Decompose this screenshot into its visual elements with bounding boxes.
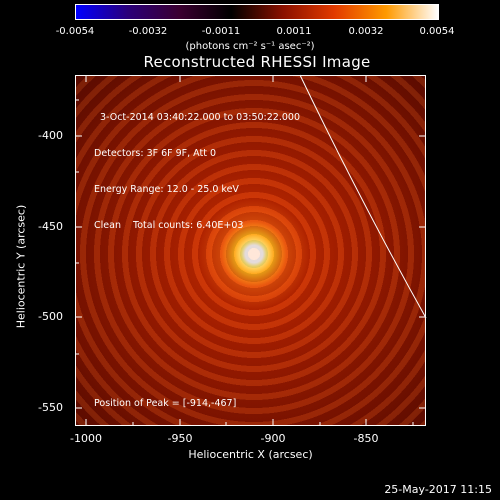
y-tick-label: -550 xyxy=(38,401,63,414)
y-tick-label: -450 xyxy=(38,220,63,233)
colorbar-tick: -0.0032 xyxy=(128,26,168,37)
solar-image xyxy=(75,75,426,426)
colorbar-tick: -0.0054 xyxy=(55,26,95,37)
y-tick-label: -500 xyxy=(38,310,63,323)
x-axis-label: Heliocentric X (arcsec) xyxy=(188,448,313,461)
colorbar-tick: 0.0054 xyxy=(419,26,455,37)
x-tick-label: -900 xyxy=(260,432,286,445)
clean-artifact-pattern xyxy=(76,76,425,425)
time-range-text: 3-Oct-2014 03:40:22.000 to 03:50:22.000 xyxy=(100,112,301,123)
colorbar-units: (photons cm⁻² s⁻¹ asec⁻²) xyxy=(185,41,315,52)
colorbar-tick: 0.0032 xyxy=(348,26,384,37)
peak-position-text: Position of Peak = [-914,-467] xyxy=(94,398,237,409)
colorbar-tick: 0.0011 xyxy=(276,26,312,37)
hxr-intensity-map xyxy=(76,76,425,425)
y-tick-label: -400 xyxy=(38,129,63,142)
x-tick-label: -850 xyxy=(353,432,379,445)
plot-title: Reconstructed RHESSI Image xyxy=(143,53,371,71)
footer-date: 25-May-2017 11:15 xyxy=(384,483,492,496)
clean-counts-text: Clean Total counts: 6.40E+03 xyxy=(94,220,244,231)
y-axis-ticks xyxy=(75,99,426,409)
energy-range-text: Energy Range: 12.0 - 25.0 keV xyxy=(94,184,239,195)
x-axis-ticks xyxy=(85,75,414,426)
y-axis-label: Heliocentric Y (arcsec) xyxy=(14,204,28,329)
colorbar xyxy=(75,4,439,20)
colorbar-tick: -0.0011 xyxy=(201,26,241,37)
x-tick-label: -1000 xyxy=(70,432,102,445)
solar-limb-line xyxy=(299,74,427,319)
detectors-text: Detectors: 3F 6F 9F, Att 0 xyxy=(94,148,217,159)
x-tick-label: -950 xyxy=(167,432,193,445)
observation-info: 3-Oct-2014 03:40:22.000 to 03:50:22.000 … xyxy=(94,88,300,244)
